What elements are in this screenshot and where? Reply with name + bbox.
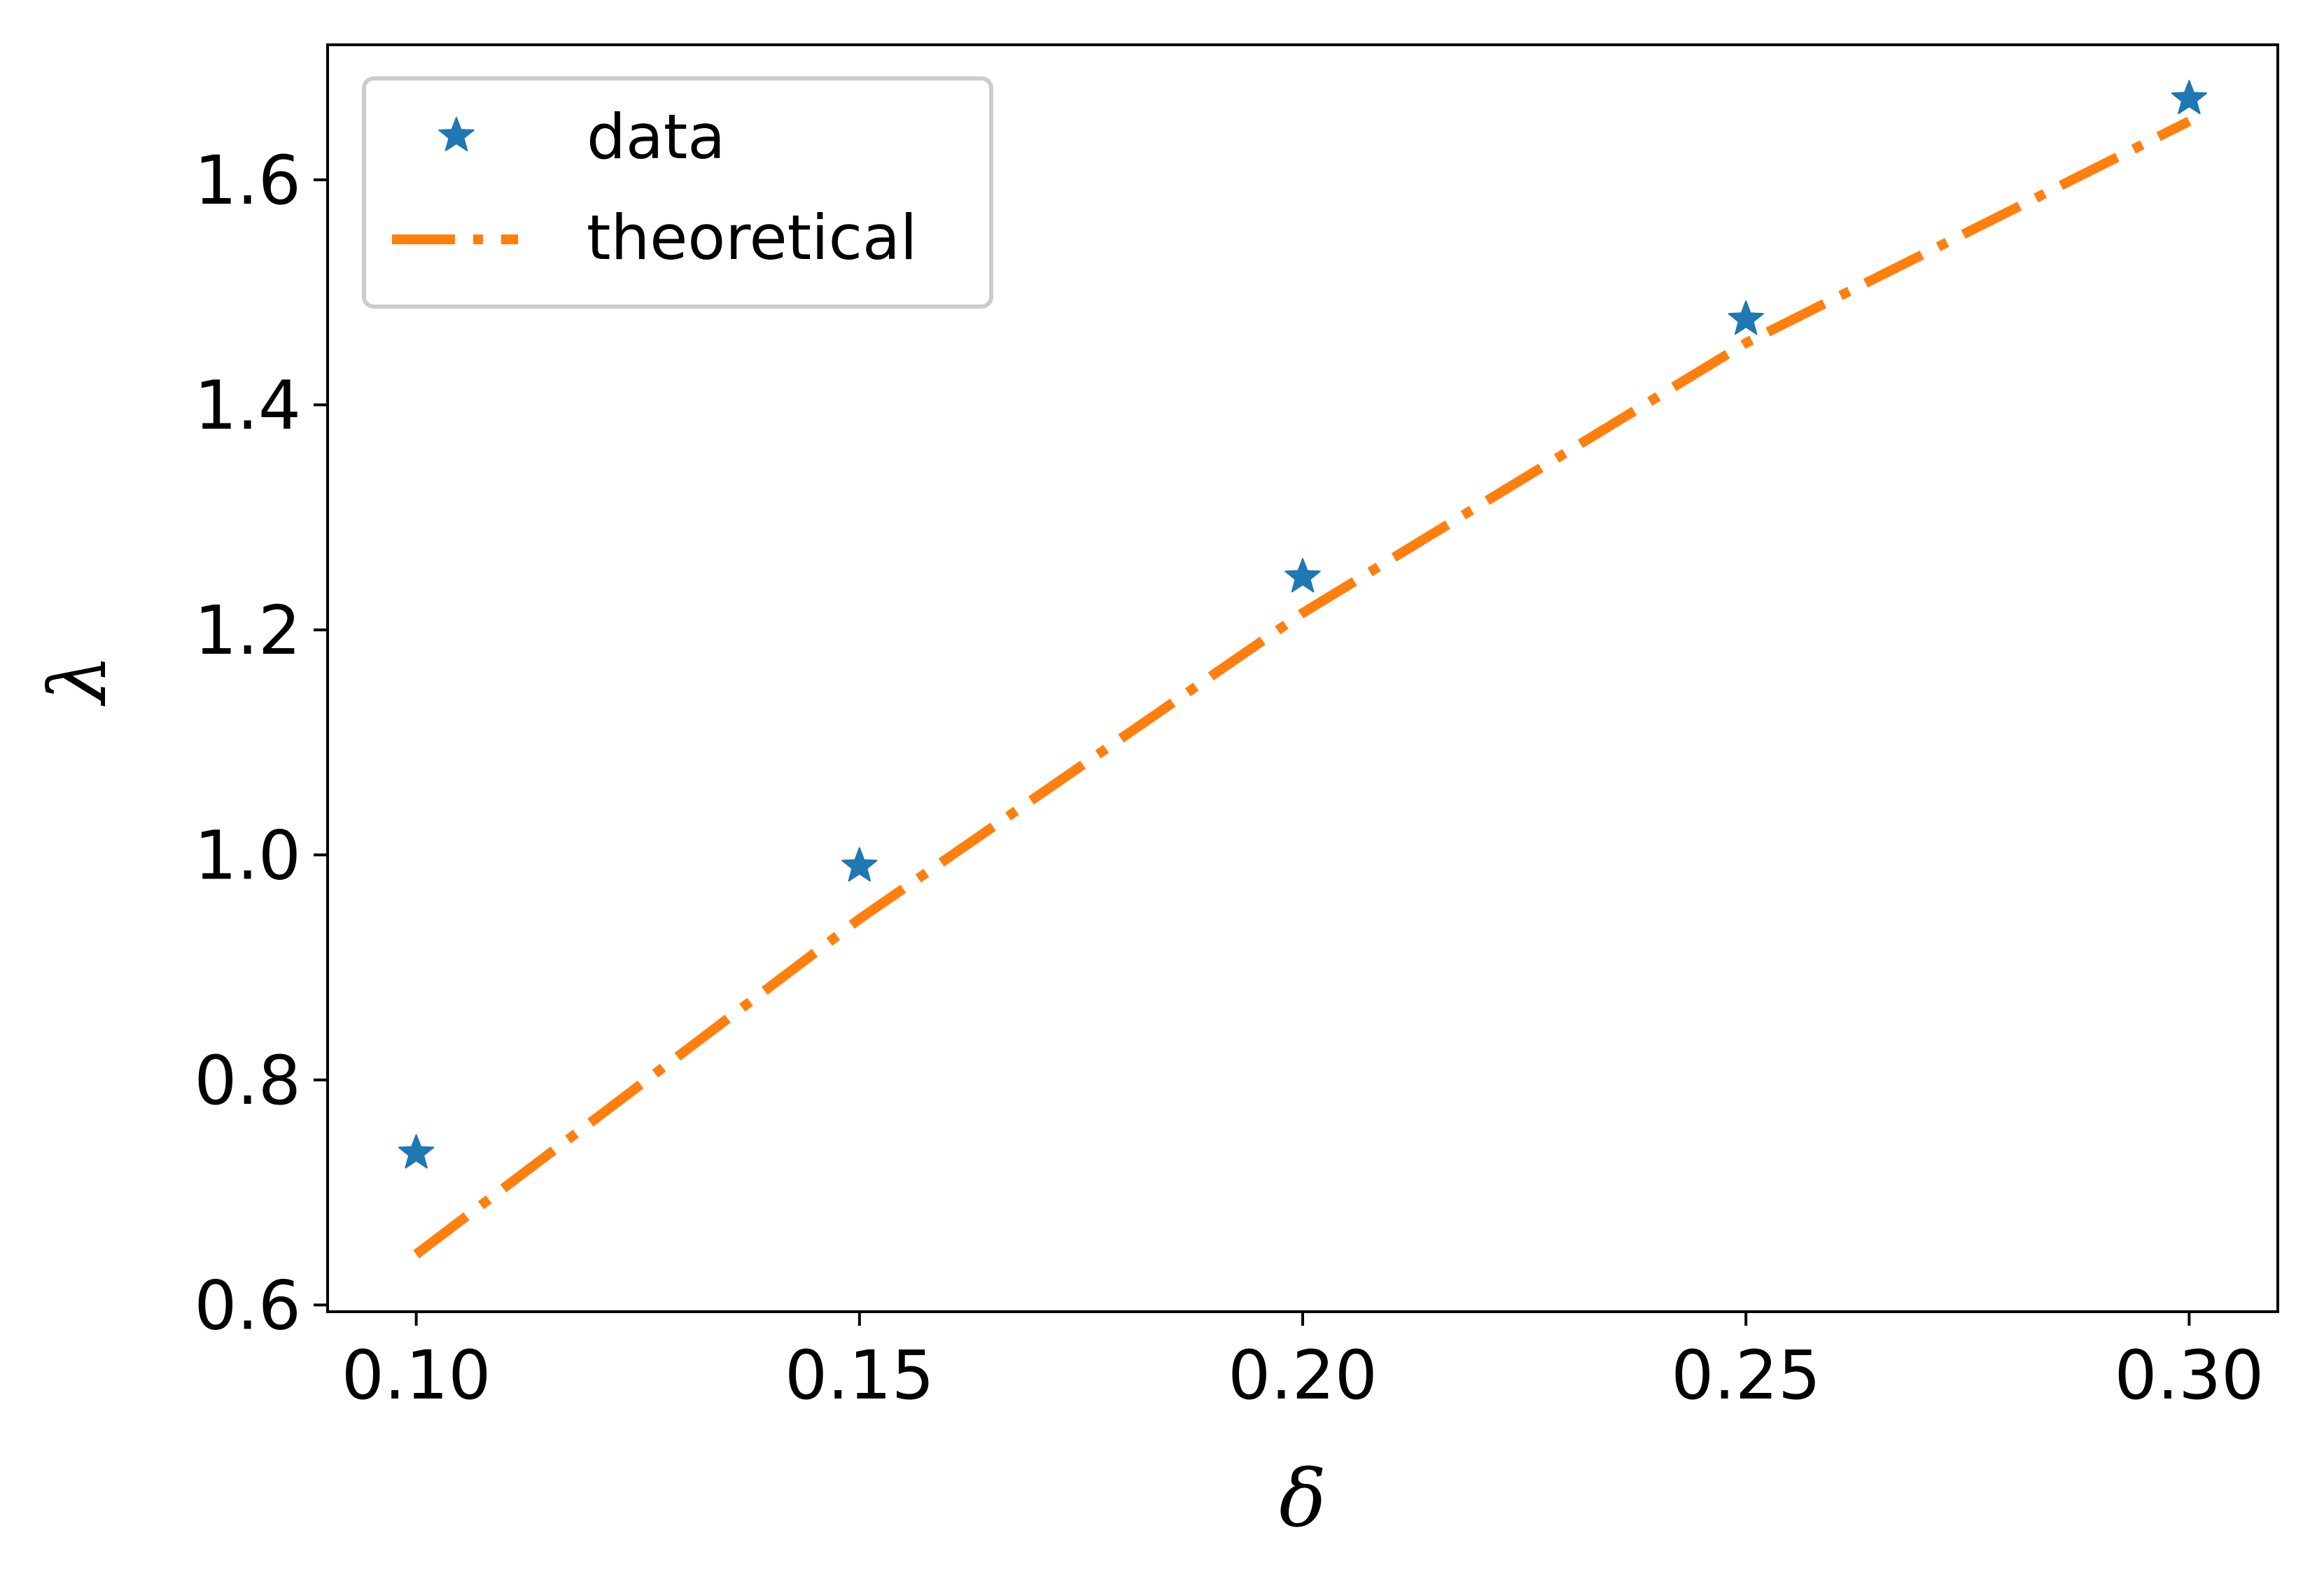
legend-label-theoretical: theoretical xyxy=(587,202,917,274)
x-tick-label: 0.20 xyxy=(1228,1336,1378,1415)
series-theoretical-line xyxy=(413,117,2192,1259)
y-tick-label: 1.0 xyxy=(194,816,301,895)
x-tick-label: 0.25 xyxy=(1671,1336,1821,1415)
legend-frame xyxy=(362,76,993,309)
y-axis-label: λ xyxy=(33,654,124,707)
data-point-star xyxy=(1284,558,1321,593)
data-point-star xyxy=(841,847,878,882)
legend-star-shape xyxy=(438,117,475,151)
x-tick-label: 0.10 xyxy=(342,1336,491,1415)
data-point-star xyxy=(1728,300,1764,335)
data-point-star xyxy=(2171,80,2208,115)
axes-frame xyxy=(326,43,2279,1313)
x-axis-label: δ xyxy=(1279,1454,1326,1545)
legend-label-data: data xyxy=(587,101,725,173)
legend: data theoretical xyxy=(362,76,993,309)
y-tick-label: 1.6 xyxy=(194,141,301,220)
y-tick-label: 0.6 xyxy=(194,1266,301,1345)
x-axis-ticks: 0.10 0.15 0.20 0.25 0.30 xyxy=(342,1312,2264,1415)
y-tick-label: 1.4 xyxy=(194,366,301,444)
x-tick-label: 0.15 xyxy=(785,1336,934,1415)
legend-data-star-icon xyxy=(438,117,475,151)
y-axis-ticks: 0.6 0.8 1.0 1.2 1.4 1.6 xyxy=(194,141,328,1345)
plot-area xyxy=(398,80,2208,1259)
y-tick-label: 1.2 xyxy=(194,591,301,670)
data-point-star xyxy=(398,1134,435,1169)
y-tick-label: 0.8 xyxy=(194,1042,301,1120)
x-tick-label: 0.30 xyxy=(2114,1336,2264,1415)
